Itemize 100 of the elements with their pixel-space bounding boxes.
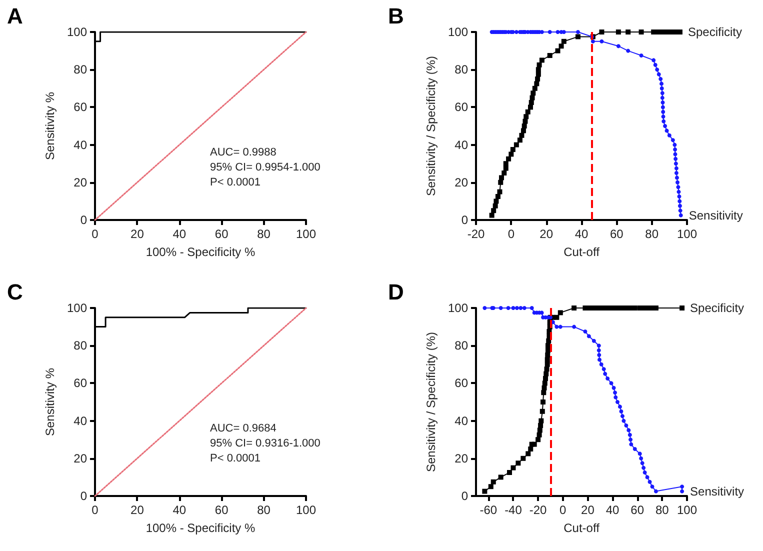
point [603,372,608,376]
x-axis-title: 100% - Specificity % [146,245,256,259]
point [514,306,519,310]
y-tick-label: 100 [448,301,468,315]
y-tick-label: 40 [74,138,88,152]
y-tick-label: 0 [461,213,468,227]
x-tick-label: -60 [480,503,498,517]
point [558,44,564,49]
x-tick-label: 80 [257,227,271,241]
point [498,306,503,310]
point [599,362,604,366]
point [534,81,540,86]
x-tick-label: 40 [606,503,620,517]
point [503,161,508,166]
x-tick-label: 80 [655,503,670,517]
point [640,461,644,466]
point [602,367,606,372]
point [583,330,588,334]
point [638,30,644,34]
series-label: Sensitivity [690,484,744,498]
chart-title: C [7,280,23,304]
point [532,86,538,91]
y-tick-label: 0 [80,489,88,503]
point [639,456,644,460]
y-tick-label: 20 [454,451,468,466]
y-axis-title: Sensitivity % [43,92,58,160]
point [680,484,684,489]
point [597,353,602,357]
point [495,194,500,199]
point [632,447,637,451]
point [612,386,616,390]
point [482,306,487,310]
point [536,72,541,77]
x-tick-label: 100 [296,227,316,241]
x-tick-label: 100 [296,503,316,517]
point [540,310,544,315]
x-axis-title: 100% - Specificity % [146,521,256,535]
y-tick-label: 0 [80,213,88,227]
y-tick-label: 100 [448,25,468,39]
x-tick-label: 40 [172,503,186,517]
y-tick-label: 80 [454,338,468,353]
point [680,489,684,494]
x-tick-label: 20 [130,227,144,241]
y-tick-label: 60 [74,100,88,114]
point [535,76,540,82]
point [536,67,541,72]
point [518,306,523,310]
point [598,358,602,362]
y-tick-label: 40 [454,414,468,428]
point [489,212,494,218]
x-tick-label: 80 [257,503,271,517]
x-axis-title: Cut-off [564,521,600,535]
point [514,142,519,148]
point [596,348,601,352]
x-axis-title: Cut-off [564,245,600,259]
point [530,90,536,96]
point [506,306,510,310]
point [525,109,530,114]
point [618,404,622,409]
point [622,418,626,423]
y-axis-title: Sensitivity / Specificity (%) [424,56,438,196]
point [624,424,628,428]
point [492,203,498,208]
annotation: 95% CI= 0.9316-1.000 [210,438,320,450]
point [575,34,580,40]
point [648,480,652,484]
annotation: P< 0.0001 [210,452,260,464]
point [502,170,507,176]
point [626,428,631,432]
point [528,100,534,105]
point [613,390,618,395]
x-tick-label: -20 [467,227,485,241]
x-tick-label: 0 [92,503,99,517]
point [491,208,496,214]
point [606,376,610,380]
chart-title: A [7,4,23,28]
point [650,484,654,489]
series-label: Sensitivity [688,208,743,222]
chart-title: B [388,4,404,28]
point [654,489,658,494]
point [528,104,534,110]
point [522,306,526,310]
point [629,442,634,446]
x-tick-label: 60 [630,503,644,517]
annotation: 95% CI= 0.9954-1.000 [210,162,320,174]
y-tick-label: 20 [74,175,88,190]
x-tick-label: 40 [172,227,186,241]
point [586,334,591,338]
point [519,132,524,138]
y-tick-label: 80 [74,338,88,353]
point [547,53,552,58]
x-tick-label: 0 [560,503,567,517]
x-tick-label: 40 [574,227,588,241]
point [555,48,560,54]
point [530,95,535,100]
point [614,395,618,400]
y-axis-title: Sensitivity / Specificity (%) [424,332,438,472]
x-tick-label: 20 [581,503,595,517]
point [510,147,516,152]
point [506,156,512,162]
